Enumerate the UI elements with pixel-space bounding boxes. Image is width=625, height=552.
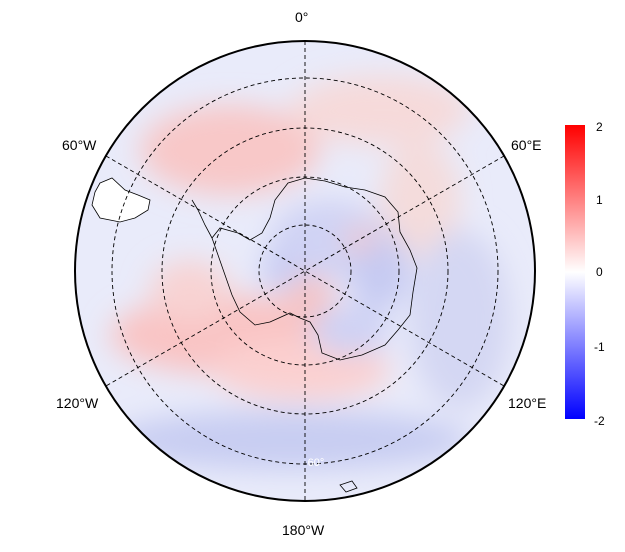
lon-label-0: 0° xyxy=(295,9,309,25)
colorbar-tick: 1 xyxy=(596,193,603,207)
lon-label-120w: 120°W xyxy=(56,395,99,411)
antarctica-coastline xyxy=(211,177,418,361)
lon-label-60e: 60°E xyxy=(511,137,542,153)
colorbar-tick: 0 xyxy=(596,265,603,279)
lon-label-180w: 180°W xyxy=(282,522,325,538)
colorbar xyxy=(565,125,585,419)
antarctic-peninsula xyxy=(191,199,213,239)
map-border xyxy=(74,40,536,502)
island-bottom xyxy=(339,480,358,493)
lon-label-120e: 120°E xyxy=(508,395,547,411)
colorbar-tick: -1 xyxy=(594,340,605,354)
anomaly-field xyxy=(75,41,535,501)
lon-label-60w: 60°W xyxy=(62,137,97,153)
latitude-label: 60° xyxy=(308,457,325,469)
colorbar-tick: 2 xyxy=(596,120,603,134)
south-america-tip xyxy=(91,177,151,223)
colorbar-tick: -2 xyxy=(594,414,605,428)
